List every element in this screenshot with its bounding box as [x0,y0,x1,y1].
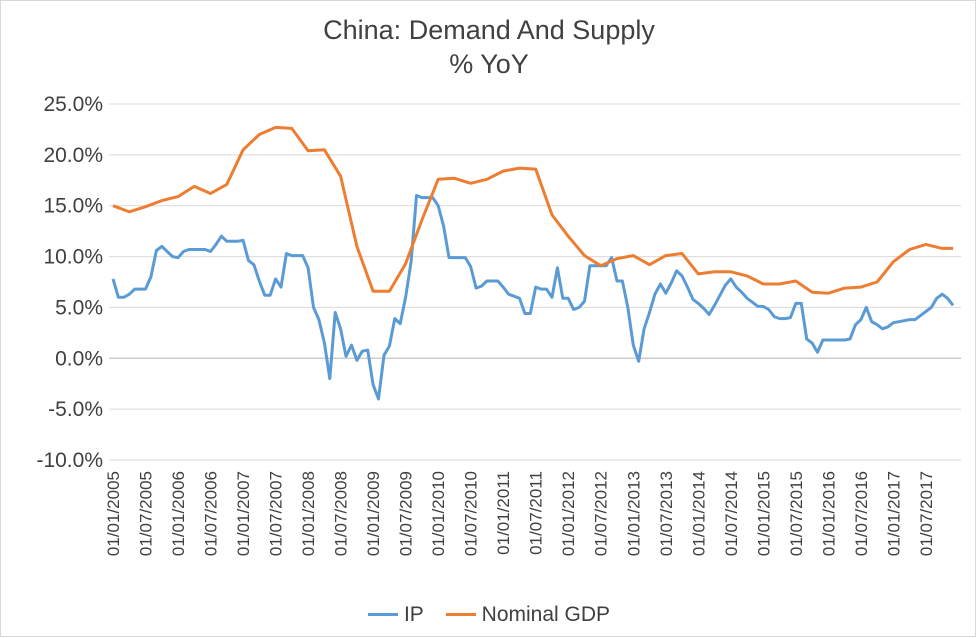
x-tick-label: 01/01/2007 [234,471,253,556]
x-tick-label: 01/01/2014 [689,471,708,556]
x-tick-label: 01/07/2009 [397,471,416,556]
x-tick-label: 01/01/2017 [884,471,903,556]
y-tick-label: -5.0% [48,398,103,421]
x-tick-label: 01/01/2009 [364,471,383,556]
legend-item-ip: IP [367,602,424,627]
y-tick-label: 5.0% [55,296,103,319]
chart-subtitle: % YoY [449,49,529,79]
series-line-nominal-gdp [112,125,953,295]
legend-item-nominal-gdp: Nominal GDP [445,602,611,627]
y-tick-label: 0.0% [55,347,103,370]
x-tick-label: 01/07/2011 [527,471,546,555]
series-line-ip [111,194,955,401]
x-tick-label: 01/01/2013 [624,471,643,556]
x-tick-label: 01/07/2005 [137,471,156,556]
x-tick-label: 01/01/2008 [299,471,318,556]
legend-swatch-nominal-gdp [445,613,476,616]
y-tick-label: 15.0% [43,195,103,218]
x-tick-label: 01/07/2012 [592,471,611,556]
x-tick-label: 01/01/2015 [754,471,773,556]
x-tick-label: 01/07/2006 [202,471,221,556]
legend-label-ip: IP [403,602,424,626]
x-tick-label: 01/07/2008 [332,471,351,556]
x-tick-label: 01/07/2013 [657,471,676,556]
x-tick-label: 01/01/2006 [169,471,188,556]
chart-title: China: Demand And Supply [323,15,655,45]
x-tick-label: 01/07/2014 [722,471,741,556]
y-tick-label: 25.0% [43,93,103,116]
x-tick-label: 01/07/2007 [267,471,286,556]
x-tick-label: 01/01/2010 [429,471,448,556]
x-tick-label: 01/01/2011 [494,471,513,555]
y-tick-label: -10.0% [36,449,103,472]
x-tick-label: 01/07/2010 [462,471,481,556]
chart-legend: IP Nominal GDP [1,598,976,627]
x-tick-label: 01/01/2016 [819,471,838,556]
y-tick-label: 10.0% [43,246,103,269]
y-tick-label: 20.0% [43,144,103,167]
x-tick-label: 01/07/2015 [787,471,806,556]
x-tick-label: 01/07/2017 [917,471,936,556]
x-tick-label: 01/07/2016 [852,471,871,556]
legend-swatch-ip [367,613,398,616]
x-tick-label: 01/01/2012 [559,471,578,556]
legend-label-nominal-gdp: Nominal GDP [481,602,611,626]
x-tick-label: 01/01/2005 [104,471,123,556]
